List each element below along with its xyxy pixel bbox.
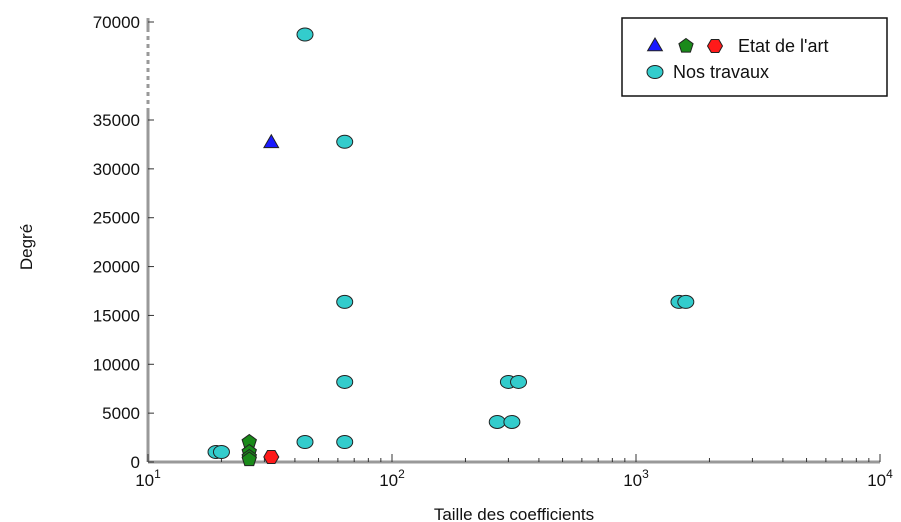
data-point-circle bbox=[212, 444, 230, 459]
y-tick-label: 35000 bbox=[93, 111, 140, 130]
legend-label-nos-travaux: Nos travaux bbox=[673, 62, 769, 82]
legend: Etat de l'art Nos travaux bbox=[621, 17, 888, 97]
data-point-triangle bbox=[263, 133, 280, 149]
y-tick-label: 20000 bbox=[93, 258, 140, 277]
data-point-circle bbox=[336, 434, 354, 449]
x-tick-label: 104 bbox=[867, 467, 893, 490]
y-tick-label: 15000 bbox=[93, 306, 140, 325]
ticks: 0 5000 10000 15000 20000 25000 30000 35000 70000… bbox=[93, 13, 893, 490]
data-point-circle bbox=[296, 27, 314, 42]
legend-marker-triangle bbox=[646, 37, 664, 52]
x-tick-label: 101 bbox=[135, 467, 161, 490]
y-tick-label: 0 bbox=[131, 453, 140, 472]
legend-box bbox=[621, 17, 888, 97]
legend-label-etat-de-lart: Etat de l'art bbox=[738, 36, 828, 56]
data-point-hexagon bbox=[263, 450, 280, 464]
data-point-circle bbox=[503, 414, 521, 429]
y-tick-label: 25000 bbox=[93, 209, 140, 228]
legend-marker-circle bbox=[646, 65, 664, 79]
data-point-circle bbox=[677, 294, 695, 309]
data-point-circle bbox=[510, 374, 528, 389]
data-point-circle bbox=[296, 434, 314, 449]
y-tick-label: 10000 bbox=[93, 355, 140, 374]
x-axis-label: Taille des coefficients bbox=[434, 505, 594, 522]
y-axis-label: Degré bbox=[17, 224, 36, 270]
data-points bbox=[207, 27, 695, 467]
data-point-circle bbox=[336, 294, 354, 309]
data-point-circle bbox=[336, 374, 354, 389]
x-tick-label: 102 bbox=[379, 467, 405, 490]
legend-marker-pentagon bbox=[678, 37, 694, 53]
data-point-circle bbox=[336, 134, 354, 149]
x-tick-label: 103 bbox=[623, 467, 649, 490]
data-point-pentagon bbox=[241, 451, 257, 467]
y-tick-label: 70000 bbox=[93, 13, 140, 32]
y-tick-label: 5000 bbox=[102, 404, 140, 423]
y-tick-label: 30000 bbox=[93, 160, 140, 179]
data-point-circle bbox=[488, 414, 506, 429]
legend-marker-hexagon bbox=[706, 39, 724, 53]
